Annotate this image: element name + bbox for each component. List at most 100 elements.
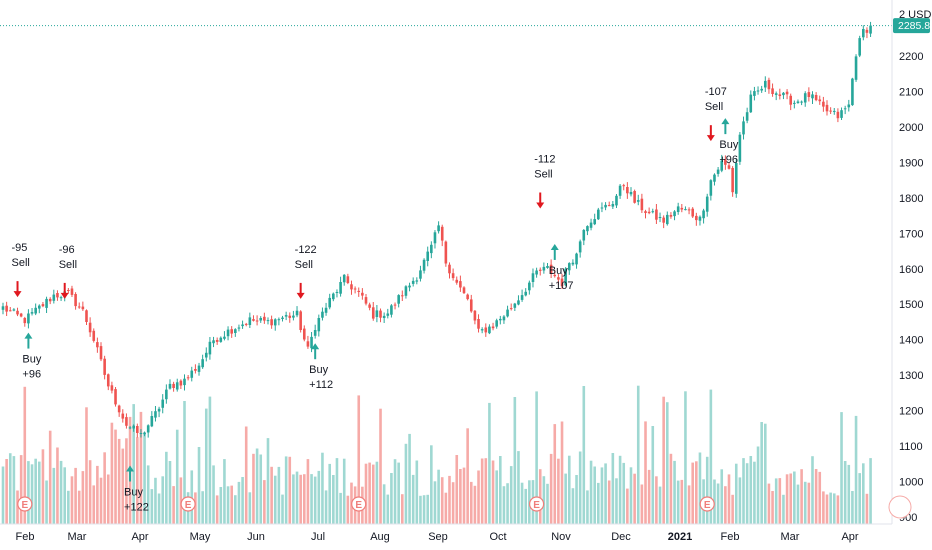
signal-action: Sell [295, 259, 313, 271]
candle-body [106, 374, 110, 387]
time-tick-label: Oct [489, 531, 506, 543]
volume-bar [168, 461, 172, 524]
earnings-marker[interactable]: E [528, 496, 545, 512]
axis-scroll-handle[interactable] [888, 495, 912, 519]
volume-bar [509, 466, 513, 524]
volume-bar [273, 475, 277, 524]
volume-bar [807, 482, 811, 524]
volume-bar [597, 482, 600, 524]
candle-body [644, 211, 647, 213]
time-tick-label: Aug [370, 531, 390, 543]
trade-signal-sell: -95 Sell [12, 242, 30, 298]
volume-bar [789, 473, 793, 524]
earnings-marker[interactable]: E [17, 496, 33, 512]
earnings-marker[interactable]: E [699, 496, 715, 512]
candle-body [753, 91, 756, 96]
candle-body [724, 159, 727, 165]
candle-body [673, 211, 676, 217]
volume-bar [851, 491, 854, 524]
volume-bar [63, 467, 67, 524]
volume-bar [85, 407, 88, 524]
price-tick-label: 2100 [899, 87, 923, 99]
volume-bar [426, 494, 430, 524]
volume-bar [30, 464, 34, 524]
candle-body [332, 293, 335, 300]
volume-bar [371, 464, 375, 524]
time-axis[interactable]: Feb Mar Apr May Jun Jul Aug Sep Oct Nov Dec 2021 Feb… [0, 523, 892, 543]
candle-body [5, 305, 8, 312]
candle-body [524, 291, 528, 296]
candle-body [778, 94, 782, 96]
volume-bar [306, 459, 310, 524]
candle-body [132, 425, 135, 429]
candle-body [865, 29, 869, 33]
candle-body [74, 294, 77, 307]
candle-body [593, 219, 596, 225]
time-tick-label: Nov [551, 531, 571, 543]
volume-bar [615, 478, 618, 524]
volume-bar [676, 480, 680, 524]
candle-body [749, 94, 753, 113]
volume-bar [847, 464, 851, 524]
trade-signal-buy: Buy +107 [549, 243, 574, 292]
volume-bar [179, 477, 183, 524]
volume-bar [310, 474, 313, 524]
volume-bar [328, 463, 331, 524]
price-axis[interactable]: 2 USD 9001000110012001300140015001600170… [888, 0, 932, 524]
candle-body [313, 330, 317, 336]
volume-bar [234, 495, 237, 524]
candle-body [183, 378, 186, 386]
volume-bar [814, 469, 818, 524]
volume-bar [208, 396, 212, 524]
volume-bar [687, 485, 691, 524]
candle-body [317, 318, 321, 332]
volume-bar [724, 486, 727, 524]
candle-body [324, 307, 328, 313]
signal-action: Sell [59, 259, 77, 271]
buy-arrow-head [311, 343, 320, 350]
candle-body [546, 266, 549, 268]
candle-body [393, 304, 397, 306]
volume-bar [444, 492, 448, 524]
candle-body [288, 315, 292, 318]
earnings-label: E [704, 500, 711, 511]
volume-bar [593, 466, 596, 524]
buy-arrow-head [24, 332, 33, 339]
volume-bar [477, 470, 480, 524]
candle-body [201, 359, 204, 368]
earnings-marker[interactable]: E [180, 496, 196, 512]
volume-bar [771, 491, 774, 524]
candle-body [382, 315, 386, 318]
candle-body [117, 405, 121, 413]
candle-body [814, 95, 818, 101]
candle-body [847, 104, 851, 108]
trade-signal-buy: Buy +122 [124, 465, 149, 514]
candle-body [709, 180, 713, 196]
candle-body [705, 196, 709, 212]
candle-body [586, 226, 589, 232]
volume-bar [1, 466, 5, 524]
sell-arrow-head [536, 202, 545, 209]
candle-body [273, 319, 277, 326]
candle-body [371, 307, 375, 319]
volume-bar [5, 459, 8, 524]
earnings-label: E [533, 500, 540, 511]
volume-bar [673, 460, 676, 524]
candle-body [785, 91, 789, 95]
candle-body [691, 208, 694, 217]
candle-body [426, 251, 430, 261]
candle-body [77, 306, 81, 308]
volume-bar [575, 475, 578, 524]
volume-bar [226, 486, 230, 524]
candle-body [764, 80, 767, 88]
volume-bar [843, 461, 847, 524]
candle-body [702, 210, 705, 219]
earnings-marker[interactable]: E [351, 496, 367, 512]
trade-signal-buy: Buy +96 [22, 332, 42, 381]
time-tick-label: May [190, 531, 211, 543]
volume-bar [56, 447, 59, 524]
volume-bar [448, 475, 451, 524]
candle-body [528, 282, 531, 291]
